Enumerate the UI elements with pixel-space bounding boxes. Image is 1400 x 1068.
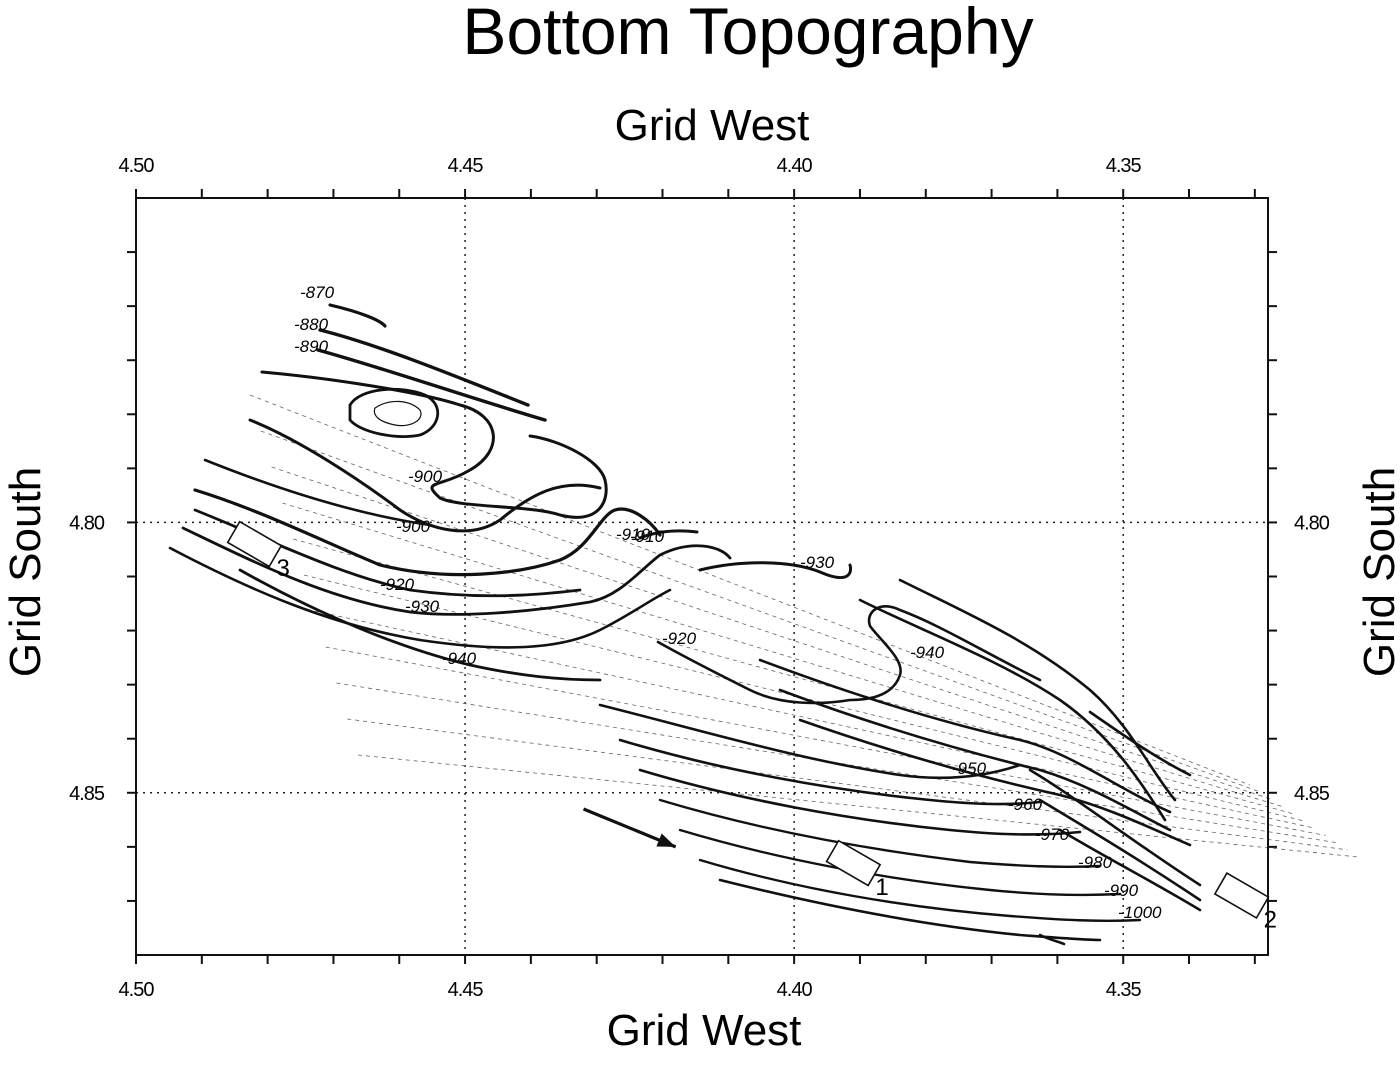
- depth-contours: -870-880-890-900-900 -910-910-920-920-930…: [168, 283, 1202, 946]
- x-tick-label-top: 4.50: [119, 155, 155, 177]
- contour-line: [1028, 768, 1202, 887]
- contour-line: [698, 561, 853, 579]
- contour-label: -1000: [1118, 903, 1162, 922]
- mooring-box: [226, 520, 283, 568]
- mooring-box: [1213, 872, 1270, 920]
- flow-arrow-head: [656, 833, 676, 847]
- contour-line: [718, 878, 1102, 942]
- contour-line: [348, 387, 440, 438]
- contour-line: [618, 738, 1042, 806]
- grid-lines: [136, 198, 1268, 955]
- contour-line: [168, 546, 672, 649]
- x-tick-label-top: 4.45: [448, 155, 484, 177]
- contour-line: [638, 768, 1082, 836]
- x-tick-label-top: 4.40: [777, 155, 813, 177]
- contour-line: [1088, 710, 1192, 777]
- survey-track: [293, 538, 1294, 815]
- mooring-label: 2: [1264, 907, 1277, 934]
- survey-track: [347, 718, 1348, 851]
- contour-label: -950: [952, 759, 987, 778]
- contour-line: [898, 578, 1177, 802]
- contour-line: [316, 348, 547, 422]
- contour-line: [1038, 933, 1066, 946]
- x-axis-title-top: Grid West: [615, 101, 810, 150]
- plot-border: [135, 197, 1269, 956]
- contour-line: [248, 418, 602, 533]
- contour-line: [193, 488, 662, 577]
- moorings: 1 2 3: [226, 520, 1277, 934]
- contour-line: [698, 858, 1142, 922]
- contour-label: -900: [408, 467, 443, 486]
- survey-track: [357, 754, 1359, 858]
- contour-line: [318, 328, 530, 407]
- flow-arrow: [582, 807, 677, 849]
- y-tick-label-left: 4.85: [69, 783, 105, 805]
- mooring-marker: [1213, 872, 1270, 920]
- contour-line: [328, 303, 387, 328]
- contour-label: -930: [800, 553, 835, 572]
- x-tick-label-bottom: 4.40: [777, 979, 813, 1001]
- contour-label: -920: [662, 629, 697, 648]
- x-tick-label-bottom: 4.50: [119, 979, 155, 1001]
- survey-track: [314, 610, 1315, 829]
- chart-title: Bottom Topography: [462, 0, 1033, 68]
- contour-label: -910: [616, 525, 651, 544]
- contour-line: [373, 400, 422, 427]
- mooring-label: 3: [276, 555, 289, 582]
- y-tick-label-right: 4.80: [1294, 512, 1330, 534]
- x-tick-label-bottom: 4.45: [448, 979, 484, 1001]
- contour-label: -960: [1008, 795, 1043, 814]
- plot-frame: [135, 197, 1269, 956]
- contour-line: [1038, 798, 1202, 902]
- y-tick-label-left: 4.80: [69, 512, 105, 534]
- contour-label: -920: [380, 575, 415, 594]
- contour-line: [260, 370, 608, 519]
- mooring-marker: [825, 839, 882, 887]
- x-tick-label-bottom: 4.35: [1106, 979, 1142, 1001]
- contour-line: [658, 798, 1102, 868]
- contour-label: -970: [1035, 825, 1070, 844]
- contour-line: [656, 605, 1042, 705]
- survey-track: [325, 646, 1326, 836]
- y-axis-title-left: Grid South: [1, 467, 50, 677]
- contour-line: [203, 458, 432, 527]
- mooring-marker: [226, 520, 283, 568]
- contour-label: -940: [442, 649, 477, 668]
- contour-label: -980: [1078, 853, 1113, 872]
- survey-tracks: [249, 394, 1359, 858]
- contour-label: -870: [300, 283, 335, 302]
- contour-line: [778, 688, 1172, 832]
- x-axis-title-bottom: Grid West: [607, 1006, 802, 1055]
- contour-label: -880: [294, 315, 329, 334]
- contour-label: -890: [294, 337, 329, 356]
- contour-line: [678, 828, 1122, 897]
- contour-line: [858, 598, 1167, 822]
- contour-line: [758, 658, 1172, 814]
- survey-track: [260, 430, 1261, 793]
- contour-line: [1058, 828, 1202, 912]
- y-axis-title-right: Grid South: [1355, 467, 1400, 677]
- contour-line: [238, 568, 602, 682]
- x-tick-label-top: 4.35: [1106, 155, 1142, 177]
- y-tick-label-right: 4.85: [1294, 783, 1330, 805]
- contour-label: -940: [910, 643, 945, 662]
- contour-line: [181, 526, 732, 616]
- axis-ticks: 4.50 4.50 4.45 4.45 4.40 4.40 4.35 4.35 4.80 4.80…: [69, 155, 1331, 1001]
- contour-line: [798, 718, 1192, 847]
- mooring-box: [825, 839, 882, 887]
- survey-track: [282, 502, 1283, 807]
- contour-label: -990: [1104, 881, 1139, 900]
- contour-line: [638, 529, 699, 540]
- contour-label: -910: [630, 527, 665, 546]
- contour-label: -930: [405, 597, 440, 616]
- mooring-label: 1: [875, 874, 888, 901]
- survey-track: [249, 394, 1251, 786]
